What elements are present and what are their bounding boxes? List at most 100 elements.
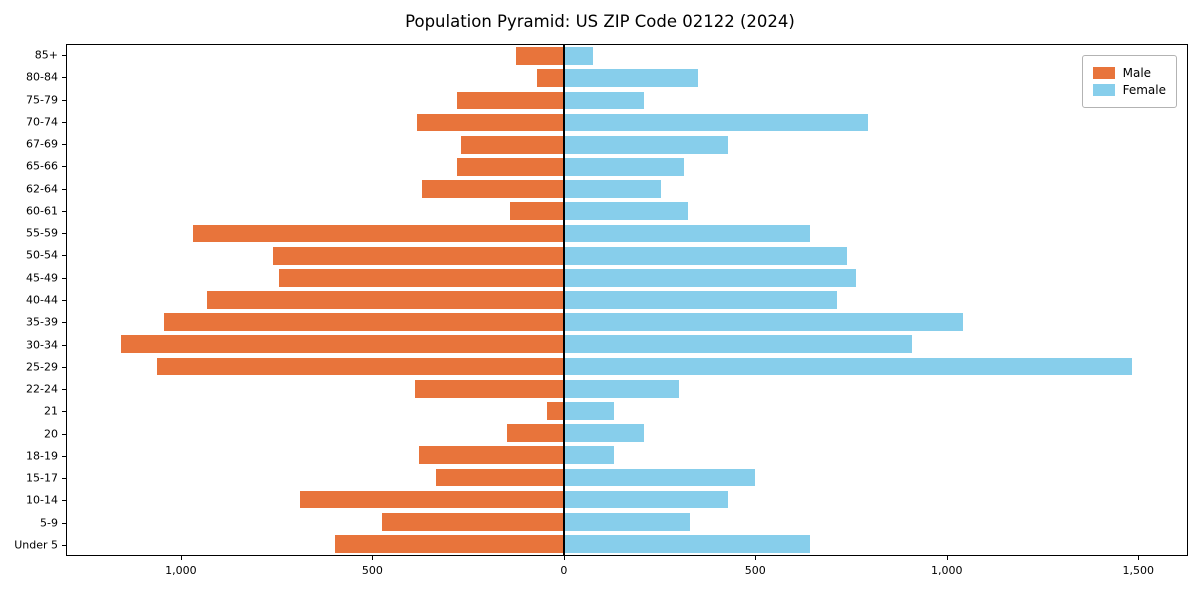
bar-female-10-14 <box>563 490 729 509</box>
bar-female-22-24 <box>563 379 679 398</box>
y-tick-mark <box>62 55 66 57</box>
x-tick-mark <box>180 556 182 560</box>
y-tick-mark <box>62 255 66 257</box>
bar-female-40-44 <box>563 291 838 309</box>
y-tick-label-21: 21 <box>44 404 58 418</box>
y-tick-label-62-64: 62-64 <box>26 182 58 196</box>
bar-female-21 <box>563 402 614 420</box>
bar-female-30-34 <box>563 335 912 354</box>
y-tick-label-55-59: 55-59 <box>26 226 58 240</box>
bar-male-67-69 <box>460 135 564 154</box>
y-tick-mark <box>62 544 66 546</box>
bar-female-5-9 <box>563 512 691 531</box>
bar-male-21 <box>546 402 564 420</box>
plot-area: Male Female <box>66 44 1188 556</box>
y-tick-label-67-69: 67-69 <box>26 137 58 151</box>
x-tick-label-0: 0 <box>560 564 568 577</box>
female-color-swatch <box>1092 84 1115 96</box>
y-tick-mark <box>62 188 66 190</box>
bar-male-10-14 <box>300 490 564 509</box>
y-tick-mark <box>62 500 66 502</box>
bar-male-55-59 <box>193 224 564 243</box>
bar-male-30-34 <box>120 335 564 354</box>
y-tick-label-75-79: 75-79 <box>26 93 58 107</box>
y-tick-mark <box>62 77 66 79</box>
x-tick-label--500: 500 <box>361 564 383 577</box>
bar-female-45-49 <box>563 268 857 287</box>
y-tick-label-5-9: 5-9 <box>40 516 58 530</box>
y-tick-label-15-17: 15-17 <box>26 471 58 485</box>
x-tick-mark <box>755 556 757 560</box>
bar-male-62-64 <box>422 180 564 198</box>
bar-male-40-44 <box>206 291 564 309</box>
legend-label-female: Female <box>1122 83 1166 97</box>
bar-female-50-54 <box>563 246 847 265</box>
y-tick-mark <box>62 300 66 301</box>
bar-female-25-29 <box>563 357 1132 376</box>
bar-female-80-84 <box>563 69 698 88</box>
x-tick-mark <box>946 556 948 560</box>
legend: Male Female <box>1081 55 1177 108</box>
zero-axis-line <box>563 45 565 555</box>
bar-female-15-17 <box>563 468 756 487</box>
y-tick-mark <box>62 144 66 146</box>
legend-entry-female: Female <box>1092 83 1166 97</box>
y-tick-mark <box>62 121 66 123</box>
y-tick-label-65-66: 65-66 <box>26 159 58 173</box>
bar-male-80-84 <box>537 69 564 88</box>
y-tick-mark <box>62 99 66 101</box>
y-tick-label-70-74: 70-74 <box>26 115 58 129</box>
bar-female-55-59 <box>563 224 811 243</box>
y-tick-label-80-84: 80-84 <box>26 70 58 84</box>
bar-female-35-39 <box>563 313 964 332</box>
bar-female-85+ <box>563 47 593 65</box>
y-tick-label-20: 20 <box>44 427 58 441</box>
legend-label-male: Male <box>1122 66 1152 80</box>
y-tick-label-10-14: 10-14 <box>26 493 58 507</box>
y-tick-label-30-34: 30-34 <box>26 338 58 352</box>
bar-male-45-49 <box>279 268 564 287</box>
bar-male-60-61 <box>510 202 564 221</box>
y-tick-label-85+: 85+ <box>34 48 58 62</box>
bar-female-67-69 <box>563 135 729 154</box>
bar-male-20 <box>506 424 564 442</box>
bar-female-70-74 <box>563 113 868 132</box>
bar-female-20 <box>563 424 645 442</box>
y-tick-label-25-29: 25-29 <box>26 360 58 374</box>
bar-male-70-74 <box>416 113 564 132</box>
x-tick-mark <box>563 556 565 560</box>
y-tick-label-50-54: 50-54 <box>26 248 58 262</box>
y-tick-label-18-19: 18-19 <box>26 449 58 463</box>
bar-male-25-29 <box>156 357 564 376</box>
y-tick-mark <box>62 522 66 524</box>
y-tick-label-35-39: 35-39 <box>26 315 58 329</box>
y-tick-mark <box>62 210 66 212</box>
bar-male-Under 5 <box>334 535 564 553</box>
y-tick-mark <box>62 455 66 457</box>
bar-female-62-64 <box>563 180 662 198</box>
bar-female-75-79 <box>563 91 645 110</box>
x-tick-mark <box>1138 556 1140 560</box>
y-tick-label-45-49: 45-49 <box>26 271 58 285</box>
y-tick-mark <box>62 366 66 368</box>
bar-male-22-24 <box>414 379 564 398</box>
y-tick-label-22-24: 22-24 <box>26 382 58 396</box>
y-tick-mark <box>62 433 66 435</box>
bar-female-18-19 <box>563 446 614 465</box>
male-color-swatch <box>1092 67 1115 79</box>
y-tick-mark <box>62 478 66 480</box>
bar-male-18-19 <box>418 446 564 465</box>
x-tick-label-1500: 1,500 <box>1122 564 1154 577</box>
bar-male-50-54 <box>273 246 564 265</box>
y-tick-label-40-44: 40-44 <box>26 293 58 307</box>
chart-title: Population Pyramid: US ZIP Code 02122 (2… <box>405 12 795 31</box>
y-tick-mark <box>62 322 66 324</box>
y-tick-label-Under 5: Under 5 <box>14 538 58 552</box>
bar-male-85+ <box>516 47 564 65</box>
bar-female-65-66 <box>563 158 685 176</box>
x-tick-label-1000: 1,000 <box>931 564 963 577</box>
bar-female-60-61 <box>563 202 689 221</box>
legend-entry-male: Male <box>1092 66 1166 80</box>
bar-male-15-17 <box>435 468 564 487</box>
x-tick-mark <box>372 556 374 560</box>
